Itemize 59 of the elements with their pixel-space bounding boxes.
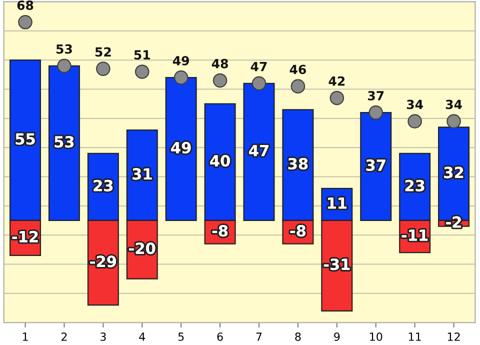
data-label: 40 xyxy=(210,155,230,167)
data-label: -20 xyxy=(129,242,156,254)
x-tick-label: 8 xyxy=(295,332,301,341)
data-label: -8 xyxy=(290,225,306,237)
bar xyxy=(360,112,392,222)
data-label: 48 xyxy=(212,58,228,68)
data-label: 53 xyxy=(56,44,72,54)
x-tick-label: 11 xyxy=(408,332,421,341)
point xyxy=(96,62,110,76)
data-label: 31 xyxy=(132,168,152,180)
data-label: 49 xyxy=(172,56,189,66)
data-label: 42 xyxy=(328,76,345,86)
data-label: 46 xyxy=(290,64,306,74)
data-label: 23 xyxy=(94,180,113,192)
data-label: 55 xyxy=(16,133,35,145)
x-tick-label: 4 xyxy=(139,332,146,341)
x-tick-label: 1 xyxy=(22,332,28,341)
point xyxy=(290,79,306,94)
data-label: 37 xyxy=(368,90,384,100)
data-label: 51 xyxy=(134,50,150,60)
data-label: -8 xyxy=(212,225,228,237)
data-label: 32 xyxy=(444,166,464,178)
x-tick-label: 2 xyxy=(62,332,67,341)
data-label: 49 xyxy=(171,142,191,154)
point xyxy=(174,70,188,85)
point xyxy=(212,73,228,88)
data-label: 11 xyxy=(328,198,346,209)
x-tick-label: 9 xyxy=(334,332,340,341)
bar xyxy=(243,82,275,222)
x-tick-label: 5 xyxy=(178,332,184,341)
data-label: -31 xyxy=(324,258,350,270)
point xyxy=(330,90,344,106)
x-tick-label: 7 xyxy=(256,332,262,341)
point xyxy=(446,114,461,128)
point xyxy=(18,15,32,30)
point xyxy=(57,58,72,74)
point xyxy=(134,64,150,79)
data-label: 38 xyxy=(288,158,308,170)
x-tick-label: 6 xyxy=(217,332,223,341)
data-label: 34 xyxy=(446,100,462,110)
data-label: -29 xyxy=(90,256,116,268)
bar xyxy=(165,77,197,222)
data-label: -12 xyxy=(12,230,38,242)
data-label: 68 xyxy=(17,0,34,10)
x-tick-label: 3 xyxy=(100,332,106,341)
point xyxy=(252,76,266,91)
data-label: 52 xyxy=(95,47,111,57)
data-label: 23 xyxy=(405,180,424,192)
data-label: 53 xyxy=(54,136,74,148)
data-label: 47 xyxy=(249,145,268,156)
point xyxy=(408,114,422,128)
x-tick-label: 10 xyxy=(370,332,382,341)
data-label: 37 xyxy=(366,159,386,171)
point xyxy=(368,105,384,120)
data-label: -11 xyxy=(402,230,428,241)
x-tick-label: 12 xyxy=(448,332,460,341)
data-label: 47 xyxy=(250,62,267,72)
bar xyxy=(48,65,80,222)
data-label: 34 xyxy=(406,100,423,110)
